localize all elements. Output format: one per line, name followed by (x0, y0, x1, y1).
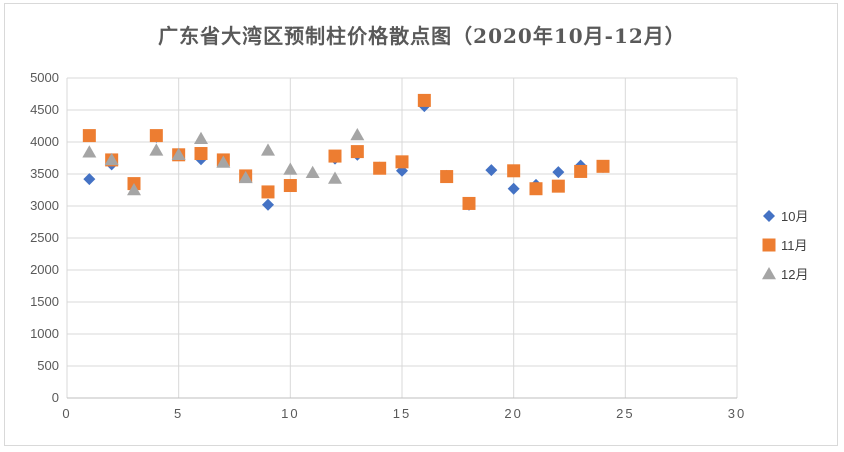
data-point-square (261, 185, 275, 199)
legend-marker-diamond (763, 210, 775, 222)
data-point-triangle (238, 170, 253, 184)
data-point-triangle (328, 171, 342, 184)
y-tick-label: 3500 (30, 166, 59, 181)
y-tick-label: 0 (52, 390, 59, 405)
data-point-diamond (552, 166, 565, 179)
y-tick-label: 1500 (30, 294, 59, 309)
data-point-diamond (262, 198, 274, 211)
data-point-square (462, 196, 476, 210)
data-point-triangle (283, 162, 298, 175)
y-tick-label: 4500 (30, 102, 59, 117)
data-point-triangle (194, 131, 208, 145)
legend-label: 10月 (781, 209, 808, 224)
data-point-square (194, 147, 208, 161)
legend-label: 12月 (781, 267, 808, 282)
data-point-square (149, 129, 163, 143)
x-tick-label: 5 (174, 406, 183, 421)
legend-label: 11月 (781, 238, 808, 253)
y-tick-label: 3000 (30, 198, 59, 213)
x-tick-label: 10 (281, 406, 299, 421)
scatter-plot: 0 500 1000 1500 2000 2500 3000 3500 4000 4500 5000… (30, 70, 808, 421)
data-point-diamond (485, 164, 498, 177)
data-point-triangle (216, 155, 231, 168)
data-point-square (507, 164, 521, 178)
legend-marker-triangle (762, 267, 776, 280)
data-point-diamond (507, 182, 520, 195)
y-tick-label: 1000 (30, 326, 59, 341)
data-point-square (395, 155, 409, 169)
x-tick-label: 25 (616, 406, 634, 421)
data-point-square (529, 182, 543, 196)
legend-marker-square (762, 238, 776, 252)
data-point-square (328, 149, 342, 163)
x-tick-label: 30 (728, 406, 746, 421)
data-point-square (551, 179, 565, 193)
data-point-square (82, 129, 96, 143)
data-point-square (283, 179, 297, 193)
data-point-square (574, 164, 588, 178)
data-point-triangle (171, 147, 186, 161)
data-point-triangle (261, 143, 275, 156)
data-point-diamond (83, 173, 96, 186)
chart-frame: 广东省大湾区预制柱价格散点图（2020年10月-12月） 0 500 1000 150… (4, 3, 838, 446)
data-point-triangle (305, 165, 320, 178)
x-tick-label: 20 (504, 406, 522, 421)
data-point-triangle (149, 143, 164, 156)
y-tick-label: 2000 (30, 262, 59, 277)
data-point-triangle (104, 152, 119, 166)
y-tick-label: 500 (37, 358, 59, 373)
data-point-square (417, 93, 431, 107)
y-tick-label: 2500 (30, 230, 59, 245)
x-tick-label: 15 (393, 406, 411, 421)
data-point-square (350, 145, 364, 159)
data-point-square (440, 170, 454, 184)
y-tick-label: 4000 (30, 134, 59, 149)
y-tick-label: 5000 (30, 70, 59, 85)
data-point-triangle (350, 127, 365, 141)
data-point-triangle (82, 145, 97, 158)
data-point-square (596, 159, 610, 173)
x-tick-label: 0 (62, 406, 71, 421)
chart-title: 广东省大湾区预制柱价格散点图（2020年10月-12月） (158, 24, 686, 48)
data-point-square (373, 161, 387, 175)
data-point-triangle (127, 183, 141, 196)
